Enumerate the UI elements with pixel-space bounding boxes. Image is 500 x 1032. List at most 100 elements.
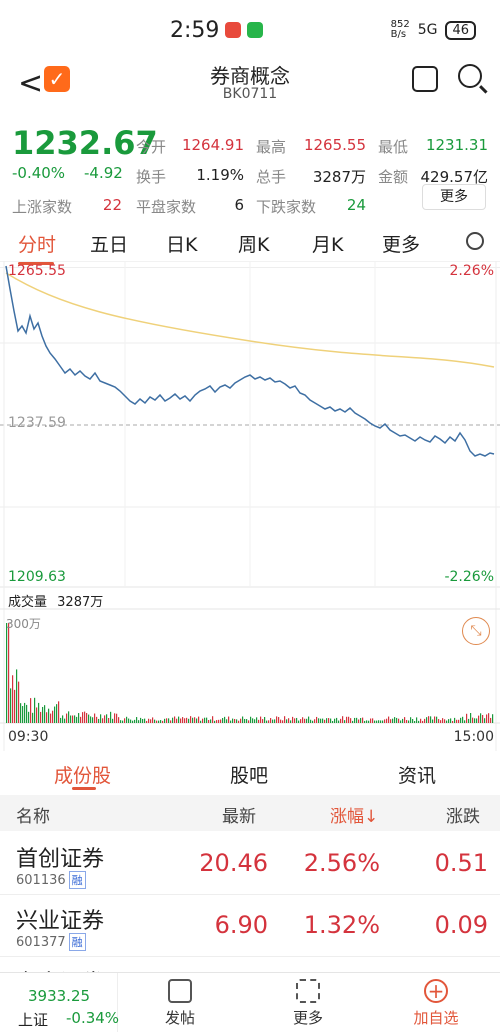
volume-bar (82, 712, 84, 723)
volume-bar (414, 720, 416, 723)
volume-bar (318, 718, 320, 723)
volume-bar (270, 718, 272, 723)
volume-bar (438, 719, 440, 723)
volume-bar (404, 717, 406, 723)
volume-bar (164, 718, 166, 723)
volume-bar (460, 717, 462, 723)
index-ticker[interactable]: 3933.25 上证 -0.34% (0, 973, 119, 1032)
volume-bar (474, 718, 476, 723)
col-latest[interactable]: 最新 (222, 807, 256, 827)
volume-bar (214, 720, 216, 723)
back-icon[interactable]: < (18, 66, 44, 101)
volume-bar (278, 717, 280, 723)
volume-bar (212, 716, 214, 723)
tab-2[interactable]: 日K (166, 234, 198, 256)
volume-bar (260, 716, 262, 723)
volume-bar (380, 720, 382, 723)
margin-badge: 融 (68, 871, 86, 889)
volume-bar (364, 720, 366, 723)
volume-bar (190, 716, 192, 723)
volume-bar (238, 720, 240, 723)
stat-value: 1.19% (196, 166, 244, 184)
volume-bar (376, 720, 378, 723)
volume-bar (336, 717, 338, 723)
volume-bar (384, 719, 386, 723)
volume-bar (344, 720, 346, 723)
edit-icon (168, 979, 192, 1003)
table-row[interactable]: 首创证券 601136 融 20.46 2.56% 0.51 (0, 833, 500, 895)
nav-post[interactable]: 发帖 (130, 973, 230, 1032)
volume-bar (462, 716, 464, 723)
app-notification-icon (225, 22, 242, 38)
quote-panel: 1232.67 -0.40% -4.92 今开 1264.91 最高 1265.55 最… (0, 116, 500, 216)
pct-high-label: 2.26% (449, 263, 494, 279)
more-button[interactable]: 更多 (422, 184, 486, 210)
high-price-label: 1265.55 (8, 263, 66, 279)
volume-bar (480, 713, 482, 723)
col-pct[interactable]: 涨幅↓ (330, 807, 379, 827)
tab-constituents[interactable]: 成份股 (54, 765, 112, 787)
volume-bar (276, 716, 278, 723)
volume-bar (486, 714, 488, 723)
volume-bar (220, 719, 222, 723)
volume-bar (450, 718, 452, 723)
volume-bar (446, 720, 448, 723)
chart-svg[interactable] (0, 260, 500, 751)
volume-bar (80, 716, 82, 723)
stat-value: 24 (346, 196, 366, 214)
nav-add-watchlist[interactable]: + 加自选 (386, 973, 486, 1032)
volume-bar (64, 718, 66, 723)
stat-label: 金额 (378, 168, 409, 186)
volume-bar (32, 712, 34, 723)
volume-bar (236, 719, 238, 723)
volume-bar (142, 718, 144, 723)
table-header: 名称 最新 涨幅↓ 涨跌 (0, 795, 500, 831)
volume-bar (348, 716, 350, 723)
col-name[interactable]: 名称 (16, 807, 50, 827)
volume-bar (218, 719, 220, 723)
volume-bar (294, 718, 296, 723)
volume-bar (286, 719, 288, 723)
volume-bar (172, 717, 174, 723)
volume-bar (174, 716, 176, 723)
volume-bar (288, 718, 290, 723)
tab-news[interactable]: 资讯 (398, 765, 437, 787)
index-name: 上证 (18, 1011, 49, 1029)
volume-bar (160, 720, 162, 723)
volume-bar (200, 720, 202, 723)
volume-bar (14, 689, 16, 723)
volume-bar (468, 718, 470, 723)
nav-more[interactable]: 更多 (258, 973, 358, 1032)
volume-bar (248, 720, 250, 723)
volume-bar (226, 719, 228, 723)
volume-bar (38, 702, 40, 723)
tab-0[interactable]: 分时 (18, 234, 57, 256)
tab-1[interactable]: 五日 (90, 234, 129, 256)
bottom-tab-indicator (72, 787, 96, 790)
volume-bar (122, 720, 124, 723)
volume-bar (186, 717, 188, 723)
volume-bar (476, 718, 478, 723)
volume-bar (24, 702, 26, 723)
volume-bar (178, 716, 180, 723)
tab-5[interactable]: 更多 (382, 234, 421, 256)
tab-4[interactable]: 月K (312, 234, 344, 256)
search-icon[interactable] (458, 64, 482, 88)
expand-icon[interactable]: ⤡ (462, 617, 490, 645)
tab-forum[interactable]: 股吧 (230, 765, 269, 787)
volume-bar (146, 720, 148, 723)
volume-bar (426, 717, 428, 723)
col-chg[interactable]: 涨跌 (446, 807, 480, 827)
volume-bar (208, 719, 210, 723)
table-row[interactable]: 兴业证券 601377 融 6.90 1.32% 0.09 (0, 895, 500, 957)
intraday-chart[interactable]: 1265.55 2.26% 1237.59 1209.63 -2.26% 成交量… (0, 260, 500, 751)
settings-icon[interactable] (466, 232, 484, 250)
volume-bar (74, 715, 76, 723)
tab-3[interactable]: 周K (238, 234, 270, 256)
volume-bar (302, 717, 304, 723)
volume-bar (182, 717, 184, 723)
share-icon[interactable] (412, 66, 438, 92)
volume-bar (76, 716, 78, 723)
volume-bar (224, 716, 226, 723)
volume-bar (266, 720, 268, 723)
